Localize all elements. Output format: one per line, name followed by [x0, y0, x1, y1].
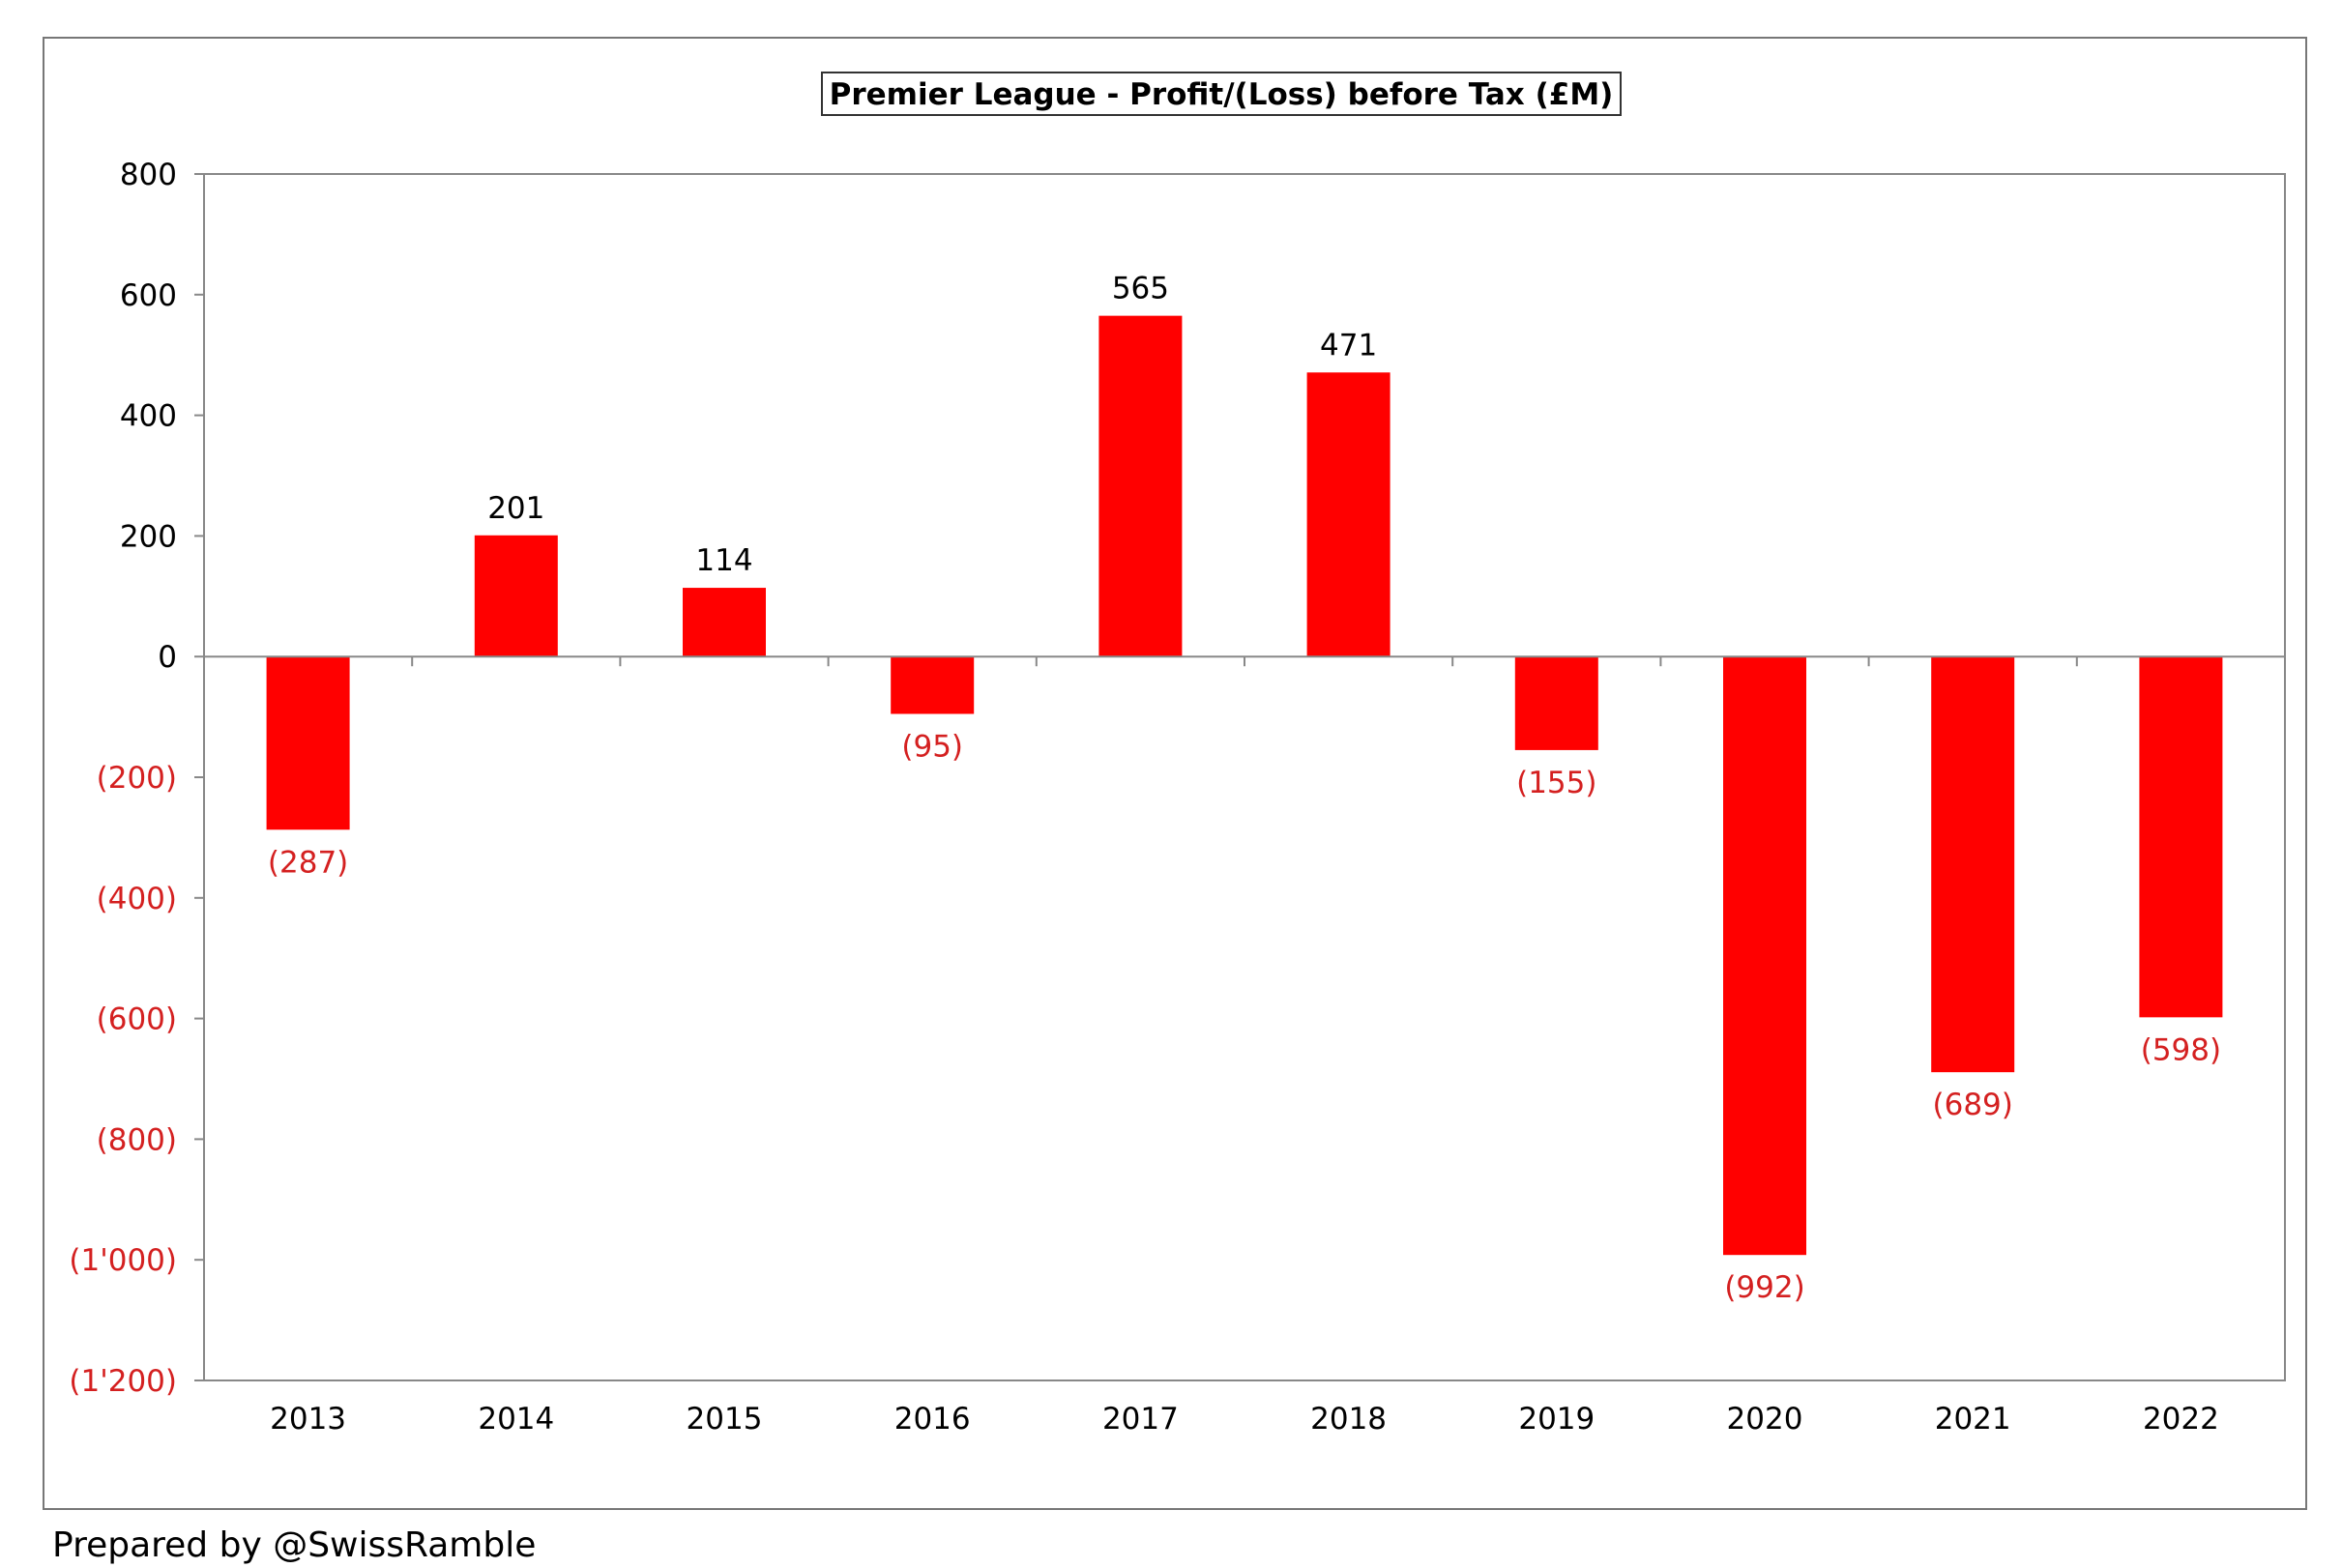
- x-tick-label: 2013: [270, 1402, 346, 1437]
- footer-credit: Prepared by @SwissRamble: [52, 1525, 537, 1565]
- bar-2014: [474, 535, 558, 657]
- bar-2017: [1098, 315, 1183, 657]
- data-label-2016: (95): [901, 729, 963, 764]
- y-tick-label: 200: [120, 519, 177, 554]
- x-tick-label: 2020: [1727, 1402, 1803, 1437]
- x-axis: 2013 2014 2015 2016 2017 2018 2019 2020 2021 2022: [270, 656, 2219, 1437]
- chart-title: Premier League - Profit/(Loss) before Ta…: [830, 77, 1614, 112]
- bar-2015: [683, 588, 766, 657]
- x-tick-label: 2022: [2143, 1402, 2219, 1437]
- x-tick-label: 2021: [1935, 1402, 2011, 1437]
- data-label-2013: (287): [268, 845, 348, 880]
- value-labels: (287) 201 114 (95) 565 471 (155) (992) (689) (598…: [268, 272, 2221, 1306]
- data-label-2020: (992): [1724, 1270, 1804, 1305]
- y-tick-label: 800: [120, 158, 177, 192]
- x-tick-label: 2019: [1518, 1402, 1595, 1437]
- data-label-2022: (598): [2141, 1032, 2221, 1067]
- x-tick-label: 2015: [687, 1402, 763, 1437]
- bar-series: [266, 315, 2223, 1256]
- y-tick-label: (800): [97, 1122, 177, 1157]
- y-tick-label: 600: [120, 278, 177, 313]
- bar-2021: [1931, 656, 2015, 1073]
- x-tick-label: 2018: [1310, 1402, 1387, 1437]
- y-tick-label: (1'200): [69, 1364, 177, 1399]
- y-tick-label: (400): [97, 882, 177, 916]
- data-label-2017: 565: [1112, 272, 1169, 306]
- y-tick-label: 400: [120, 399, 177, 434]
- data-label-2015: 114: [695, 543, 752, 578]
- data-label-2019: (155): [1516, 766, 1596, 800]
- y-tick-label: (200): [97, 761, 177, 796]
- x-tick-label: 2016: [894, 1402, 971, 1437]
- bar-2013: [266, 656, 350, 830]
- bar-2016: [891, 656, 975, 714]
- y-tick-label: 0: [158, 640, 177, 675]
- chart-frame: [43, 37, 2307, 1510]
- bar-2019: [1514, 656, 1598, 750]
- x-tick-label: 2014: [478, 1402, 554, 1437]
- x-tick-label: 2017: [1102, 1402, 1179, 1437]
- y-tick-label: (600): [97, 1002, 177, 1037]
- chart-title-box: Premier League - Profit/(Loss) before Ta…: [821, 72, 1622, 116]
- data-label-2014: 201: [487, 491, 544, 526]
- y-axis: 800 600 400 200 0 (200) (400) (600) (800) (1'000)…: [69, 158, 204, 1399]
- data-label-2021: (689): [1933, 1088, 2013, 1122]
- y-tick-label: (1'000): [69, 1243, 177, 1278]
- bar-2018: [1306, 372, 1391, 657]
- bar-2020: [1723, 656, 1806, 1256]
- data-label-2018: 471: [1320, 328, 1377, 363]
- bar-2022: [2139, 656, 2223, 1018]
